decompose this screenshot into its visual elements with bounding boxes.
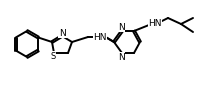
Text: S: S xyxy=(50,52,56,61)
Text: N: N xyxy=(118,53,124,61)
Text: N: N xyxy=(118,22,124,31)
Text: HN: HN xyxy=(93,33,107,41)
Text: HN: HN xyxy=(148,19,162,28)
Text: N: N xyxy=(59,28,66,38)
